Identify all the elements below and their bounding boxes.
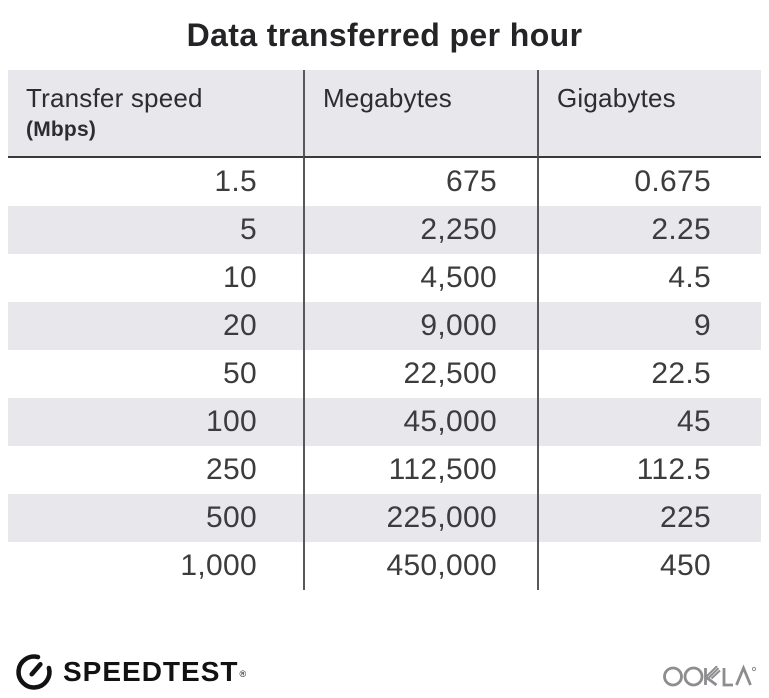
table-cell: 5	[8, 206, 303, 254]
speedtest-wordmark: SPEEDTEST®	[63, 656, 248, 687]
table-cell: 112,500	[303, 446, 537, 494]
speedtest-gauge-icon	[16, 654, 52, 690]
table-cell: 112.5	[537, 446, 761, 494]
table-cell: 450,000	[303, 542, 537, 590]
column-header-transfer-speed: Transfer speed (Mbps)	[8, 70, 303, 158]
table-cell: 1,000	[180, 549, 257, 582]
table-cell: 2.25	[537, 206, 761, 254]
table-cell: 22.5	[537, 350, 761, 398]
table-cell: 4.5	[537, 254, 761, 302]
table-cell: 250	[206, 453, 257, 486]
table-cell: 675	[303, 158, 537, 206]
table-cell: 1.5	[214, 165, 257, 198]
table-cell: 10	[223, 261, 257, 294]
branding-footer: SPEEDTEST®	[0, 646, 769, 698]
table-cell: 45	[537, 398, 761, 446]
column-header-label: Transfer speed	[26, 83, 203, 113]
table-cell: 45,000	[303, 398, 537, 446]
table-cell: 100	[8, 398, 303, 446]
page-title: Data transferred per hour	[186, 17, 583, 53]
ookla-logo	[663, 664, 757, 687]
table-cell: 9	[537, 302, 761, 350]
speedtest-logo: SPEEDTEST®	[14, 652, 246, 692]
column-header-gigabytes: Gigabytes	[537, 70, 761, 158]
trademark-symbol: ®	[239, 669, 248, 679]
table-cell: 9,000	[303, 302, 537, 350]
table-cell: 225	[537, 494, 761, 542]
table-cell: 22,500	[303, 350, 537, 398]
table-cell: 0.675	[537, 158, 761, 206]
table-cell: 2,250	[303, 206, 537, 254]
data-table: Transfer speed (Mbps) Megabytes Gigabyte…	[8, 70, 761, 590]
column-header-unit: (Mbps)	[26, 118, 97, 141]
table-cell: 450	[537, 542, 761, 590]
table-cell: 225,000	[303, 494, 537, 542]
table-cell: 4,500	[303, 254, 537, 302]
table-cell: 500	[8, 494, 303, 542]
column-header-label: Megabytes	[323, 83, 452, 113]
column-header-megabytes: Megabytes	[303, 70, 537, 158]
table-cell: 50	[223, 357, 257, 390]
column-header-label: Gigabytes	[557, 83, 676, 113]
table-cell: 20	[8, 302, 303, 350]
